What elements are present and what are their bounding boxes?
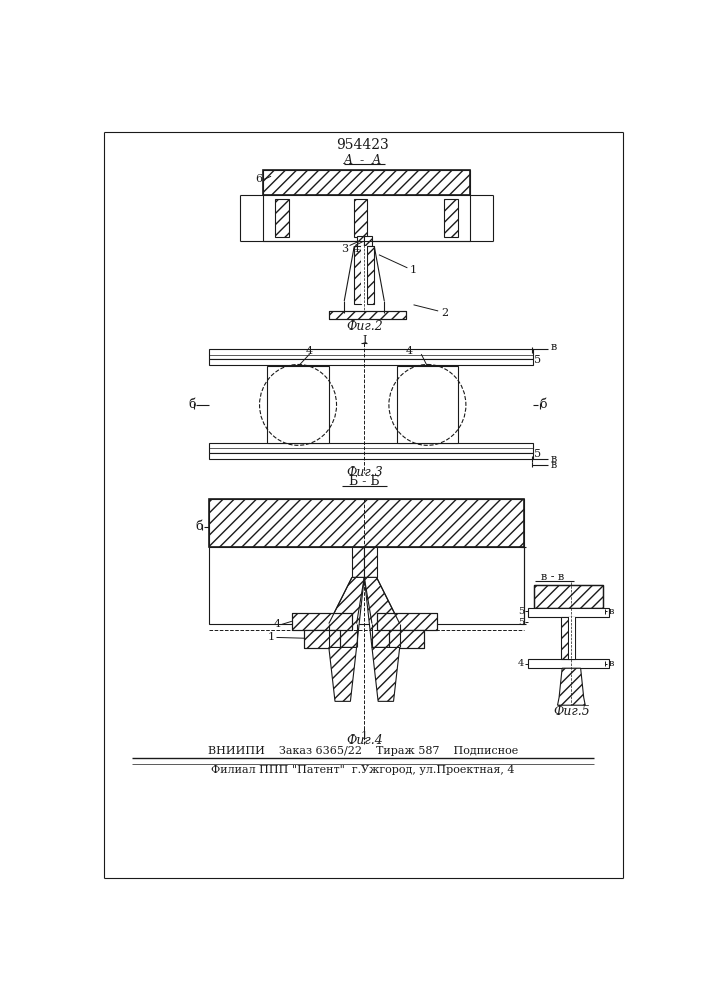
Text: 1: 1 [410,265,417,275]
Text: в: в [551,454,557,464]
Polygon shape [364,577,399,647]
Bar [527,659,609,668]
Bar [209,547,524,624]
Bar [534,585,603,608]
Bar [292,613,352,630]
Text: в: в [551,460,557,470]
Bar [329,311,406,319]
Bar [397,366,458,443]
Bar [569,617,575,659]
Bar [368,246,374,304]
Polygon shape [329,647,356,701]
Text: 2: 2 [440,308,448,318]
Bar [534,585,603,608]
Text: 6: 6 [255,174,262,184]
Bar [267,366,329,443]
Text: 1: 1 [268,632,275,642]
Text: 4: 4 [518,659,525,668]
Bar [561,617,569,659]
Bar [209,359,533,365]
Bar [209,499,524,547]
Text: 5: 5 [518,607,525,616]
Bar [354,199,366,237]
Bar [209,349,533,359]
Bar [275,199,288,237]
Text: в: в [608,659,614,668]
Text: 5: 5 [534,449,541,459]
Text: 1: 1 [361,731,368,741]
Text: 954423: 954423 [337,138,389,152]
Text: 4: 4 [406,346,414,356]
Bar [364,235,372,246]
Text: 4: 4 [306,346,313,356]
Bar [304,630,339,648]
Text: 3: 3 [341,244,348,254]
Text: ВНИИПИ    Заказ 6365/22    Тираж 587    Подписное: ВНИИПИ Заказ 6365/22 Тираж 587 Подписное [208,746,518,756]
Text: I: I [362,335,366,345]
Bar [377,613,437,630]
Bar [389,630,424,648]
Bar [209,443,533,453]
Text: Фиг.5: Фиг.5 [553,705,590,718]
Bar [264,195,469,241]
Bar [304,630,339,648]
Text: Фиг.4: Фиг.4 [346,734,382,747]
Text: 5: 5 [518,618,525,627]
Bar [377,613,437,630]
Bar [352,547,364,577]
Bar [527,608,609,617]
Bar [356,235,364,246]
Bar [264,170,469,195]
Bar [389,630,424,648]
Bar [568,617,575,659]
Text: б: б [196,520,204,533]
Polygon shape [329,577,364,647]
Text: 4: 4 [352,244,359,254]
Text: б: б [540,398,547,411]
Bar [444,199,458,237]
Bar [361,246,368,304]
Text: Б - Б: Б - Б [349,475,380,488]
Text: б: б [188,398,196,411]
Text: в - в: в - в [541,572,563,582]
Text: 4: 4 [273,619,281,629]
Bar [329,311,406,319]
Bar [209,453,533,459]
Text: в: в [608,607,614,616]
Polygon shape [558,668,585,705]
Polygon shape [372,647,399,701]
Text: в: в [551,342,557,352]
Text: Фиг.3: Фиг.3 [346,466,382,479]
Text: Фиг.2: Фиг.2 [346,320,382,333]
Bar [364,547,377,577]
Text: A  -  A: A - A [344,154,382,167]
Bar [209,499,524,547]
Text: Филиал ППП "Патент"  г.Ужгород, ул.Проектная, 4: Филиал ППП "Патент" г.Ужгород, ул.Проект… [211,765,515,775]
Text: 5: 5 [534,355,541,365]
Bar [292,613,352,630]
Bar [264,170,469,195]
Bar [354,246,361,304]
